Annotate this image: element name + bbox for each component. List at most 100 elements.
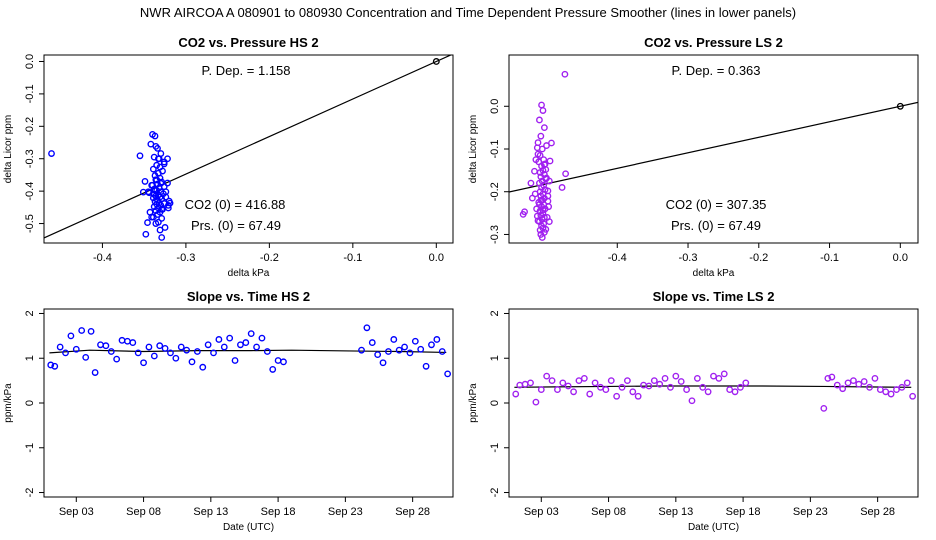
ls-slope-point [629,388,637,396]
hs-slope-point [91,369,99,376]
ls-slope-point [887,390,895,398]
ls-scatter-point [532,156,540,164]
hs-slope-point [210,349,217,357]
ls-slope-point [645,382,653,390]
ls-slope-point [607,377,615,385]
hs-scatter-point [149,165,157,173]
ls-slope-title: Slope vs. Time LS 2 [653,289,775,304]
hs-slope-title: Slope vs. Time HS 2 [187,289,310,304]
hs-slope-point [220,343,228,351]
ls-slope-point [591,379,599,387]
ls-scatter-point [537,196,545,204]
hs-slope-xlabel: Date (UTC) [223,522,274,533]
ls-scatter-annotation-co2-0: CO2 (0) = 307.35 [666,197,767,212]
hs-scatter-ytick-label: -0.4 [24,182,36,201]
ls-scatter-point [538,101,545,109]
ls-slope-point [704,388,712,396]
ls-slope-point [564,382,572,390]
hs-slope-point [417,345,425,353]
ls-slope-point [512,390,520,398]
hs-slope-xtick-label: Sep 03 [59,506,94,518]
ls-scatter-point [545,218,553,226]
ls-scatter-point [527,179,535,187]
hs-scatter-xlabel: delta kPa [228,268,270,279]
ls-slope-point [737,383,744,391]
hs-slope-point [363,324,371,332]
ls-scatter-point [531,167,538,175]
ls-slope-point [532,398,540,406]
hs-slope-point [129,339,137,346]
hs-scatter-point [139,188,147,196]
hs-slope-point [188,358,196,366]
hs-slope-point [124,337,131,345]
ls-scatter-point [542,225,550,233]
ls-slope-point [860,378,868,385]
ls-slope-point [613,392,621,400]
hs-scatter-ytick-label: 0.0 [24,54,36,69]
hs-slope-plot-area [47,324,452,378]
hs-slope-point [72,345,80,353]
hs-slope-point [263,348,271,355]
ls-slope-point [640,381,647,389]
hs-scatter-point [156,226,164,234]
ls-scatter-plot-area [509,70,918,241]
ls-slope-point [871,374,879,382]
hs-slope-point [82,353,90,361]
ls-scatter-xtick-label: -0.3 [679,252,698,264]
ls-slope-point [580,374,588,382]
hs-slope-point [204,341,212,349]
hs-scatter-title: CO2 vs. Pressure HS 2 [178,35,318,50]
hs-scatter-point [154,218,162,226]
hs-slope-point [411,337,419,345]
hs-scatter-annotation-co2-0: CO2 (0) = 416.88 [185,197,286,212]
hs-slope-point [87,327,95,335]
hs-scatter-ytick-label: -0.5 [24,214,36,233]
hs-slope-point [140,359,147,367]
ls-scatter-point [544,187,552,195]
ls-slope-point [715,374,723,382]
hs-slope-xtick-label: Sep 23 [328,506,363,518]
ls-slope-point [720,370,728,378]
hs-slope-point [193,348,201,355]
hs-scatter-annotation-prs-0: Prs. (0) = 67.49 [191,218,281,233]
hs-scatter-point [136,152,144,160]
ls-slope-point [586,390,594,398]
ls-scatter-point [534,150,542,158]
hs-slope-point [242,339,250,346]
hs-scatter-point [147,140,155,148]
hs-slope-point [78,327,86,334]
hs-slope-point [145,343,153,351]
hs-slope-point [156,342,164,350]
hs-slope-point [237,341,244,349]
hs-scatter-point [158,205,166,213]
ls-slope-panel: Slope vs. Time LS 2 Sep 03 Sep 08 Sep 13 Sep… [468,289,919,533]
hs-slope-ytick-label: 2 [24,310,36,316]
ls-scatter-fit-line [509,101,918,193]
hs-slope-point [231,357,239,364]
main-title: NWR AIRCOA A 080901 to 080930 Concentrat… [139,5,797,20]
ls-scatter-point [536,116,543,124]
ls-slope-ytick-label: -2 [489,488,501,498]
hs-slope-point [253,343,260,351]
hs-slope-point [395,346,403,354]
ls-slope-xtick-label: Sep 23 [793,506,828,518]
hs-scatter-point [148,181,156,189]
hs-slope-ytick-label: 0 [24,400,36,406]
ls-scatter-point [519,210,527,218]
hs-scatter-point [154,155,162,163]
ls-scatter-xtick-label: -0.1 [820,252,839,264]
hs-slope-xtick-label: Sep 13 [193,506,228,518]
ls-slope-point [866,383,873,391]
hs-slope-point [226,334,234,342]
ls-slope-point [893,386,900,393]
ls-slope-point [559,379,567,387]
ls-scatter-point [548,139,555,147]
ls-scatter-point [533,144,541,152]
ls-slope-point [909,392,917,400]
hs-scatter-fit-line [44,55,453,239]
ls-scatter-ytick-label: -0.2 [489,182,501,201]
hs-scatter-point [141,178,149,185]
hs-scatter-point [164,204,172,212]
ls-slope-point [844,379,852,387]
ls-scatter-point [558,184,566,191]
